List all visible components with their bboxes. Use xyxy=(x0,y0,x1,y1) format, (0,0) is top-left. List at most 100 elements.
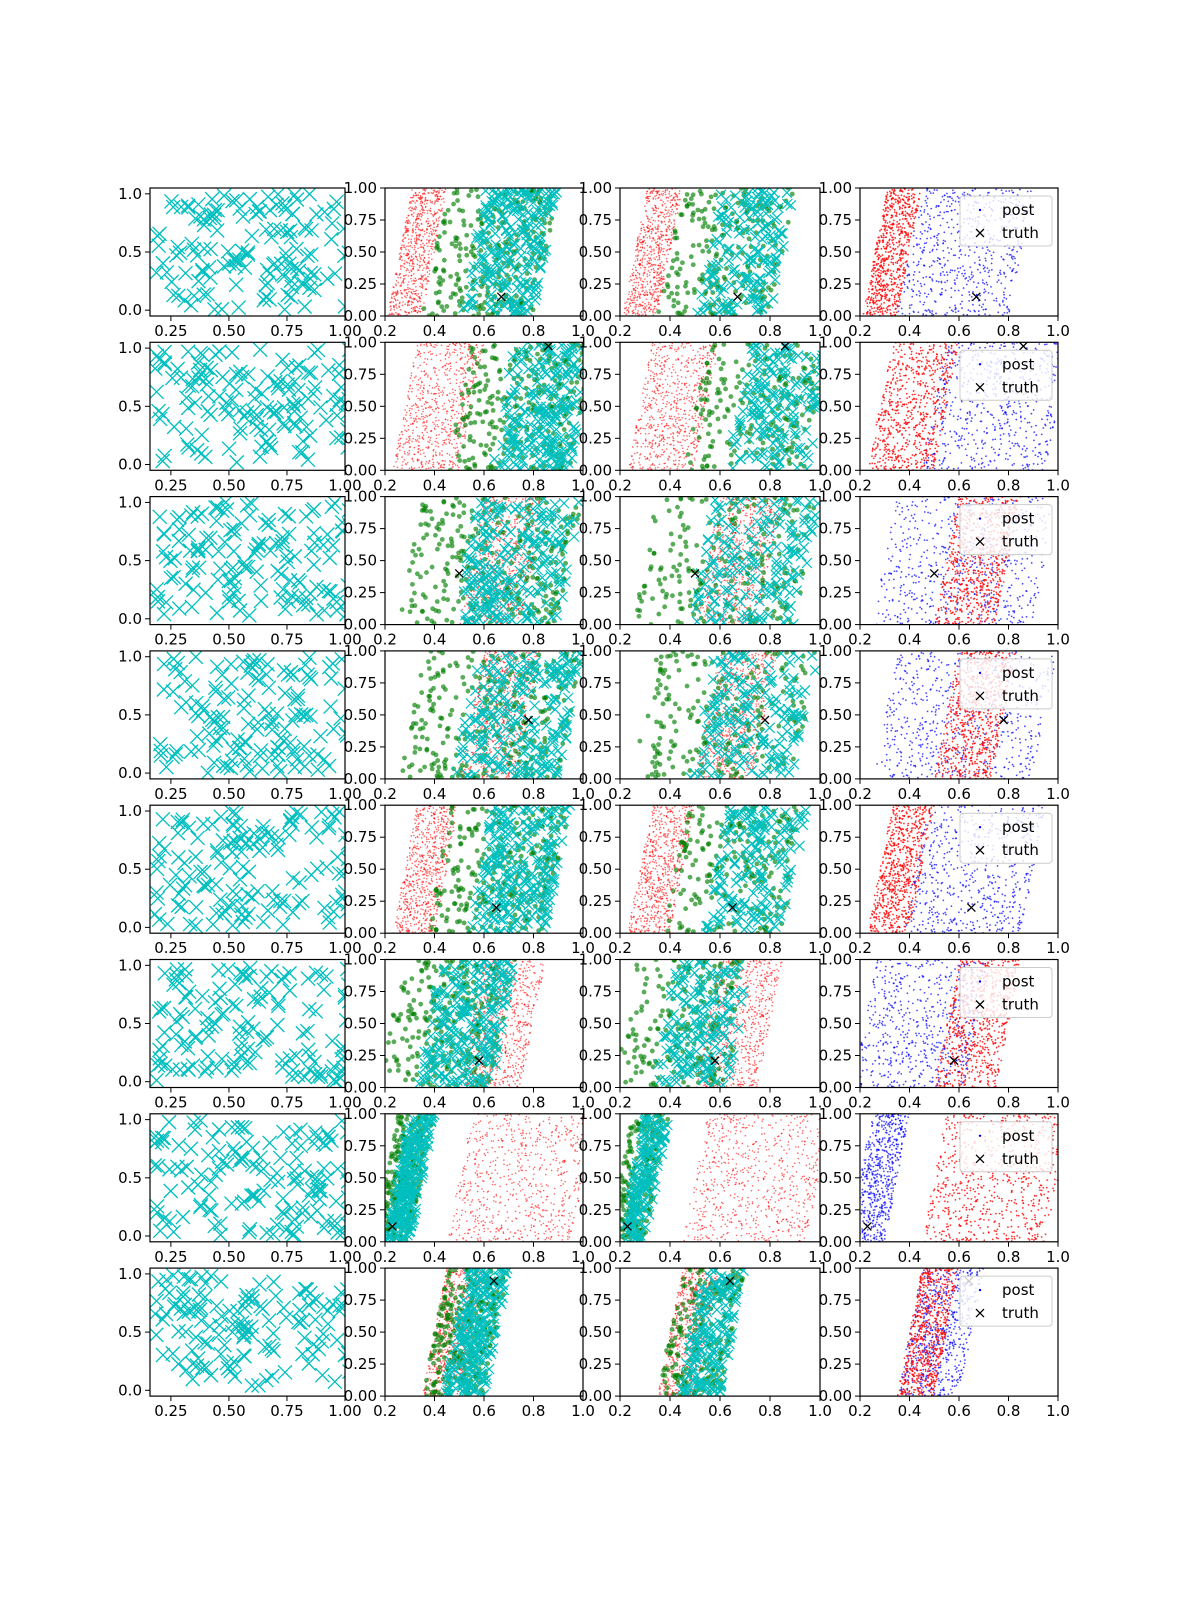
red-point xyxy=(443,463,446,466)
post-blue-point xyxy=(943,211,946,214)
cyan-marker xyxy=(462,299,474,311)
red-point xyxy=(406,217,408,219)
post-red-point xyxy=(910,217,912,220)
post-blue-point xyxy=(961,294,963,297)
red-point xyxy=(396,307,398,309)
red-point xyxy=(461,398,464,400)
x-tick-label: 0.25 xyxy=(154,476,187,494)
red-point xyxy=(411,213,413,216)
red-point xyxy=(425,242,428,245)
red-point xyxy=(412,362,415,364)
post-blue-point xyxy=(928,251,931,254)
red-point xyxy=(412,460,415,463)
red-point xyxy=(444,358,447,360)
red-point xyxy=(639,297,641,299)
red-point xyxy=(416,404,418,406)
red-point xyxy=(654,311,656,314)
prior-marker xyxy=(333,430,345,445)
red-point xyxy=(428,225,431,228)
y-tick-label: 0.25 xyxy=(819,275,852,293)
red-point xyxy=(667,221,670,223)
red-point xyxy=(433,410,435,413)
red-point xyxy=(624,302,626,304)
red-point xyxy=(430,353,432,355)
red-point xyxy=(650,293,652,296)
red-point xyxy=(411,440,413,443)
post-red-point xyxy=(907,199,909,202)
post-red-point xyxy=(887,264,890,266)
red-point xyxy=(408,220,411,223)
red-point xyxy=(633,297,635,300)
post-blue-point xyxy=(929,227,932,230)
post-blue-point xyxy=(901,312,904,315)
prior-marker xyxy=(201,388,216,404)
red-point xyxy=(413,376,416,379)
red-point xyxy=(644,205,646,208)
post-blue-point xyxy=(927,293,930,296)
red-point xyxy=(628,302,631,305)
red-point xyxy=(421,283,424,286)
cyan-marker xyxy=(707,239,719,251)
red-point xyxy=(447,345,450,348)
red-point xyxy=(419,202,422,205)
post-blue-point xyxy=(957,267,959,270)
cyan-marker xyxy=(523,218,535,230)
post-blue-point xyxy=(930,264,933,267)
post-red-point xyxy=(892,263,895,266)
post-blue-point xyxy=(933,189,936,191)
green-point xyxy=(453,422,459,428)
post-red-point xyxy=(891,287,894,290)
post-blue-point xyxy=(913,283,916,286)
red-point xyxy=(415,418,417,421)
post-blue-point xyxy=(935,204,938,207)
post-blue-point xyxy=(998,271,1001,274)
post-blue-point xyxy=(1006,253,1008,255)
red-point xyxy=(390,300,393,303)
prior-marker xyxy=(165,199,181,215)
red-point xyxy=(426,390,429,392)
post-red-point xyxy=(880,247,883,250)
post-blue-point xyxy=(982,264,985,267)
post-red-point xyxy=(915,207,918,210)
red-point xyxy=(429,210,432,212)
red-point xyxy=(653,291,655,294)
post-red-point xyxy=(870,283,872,286)
red-point xyxy=(667,227,670,229)
green-point xyxy=(675,310,681,316)
red-point xyxy=(665,230,668,232)
cyan-marker xyxy=(507,238,519,250)
green-point xyxy=(538,195,544,201)
red-point xyxy=(394,283,397,285)
post-red-point xyxy=(890,280,893,283)
red-point xyxy=(643,235,645,238)
prior-marker xyxy=(209,223,225,238)
post-blue-point xyxy=(973,251,976,254)
red-point xyxy=(660,283,663,285)
red-point xyxy=(628,280,631,283)
post-blue-point xyxy=(973,309,976,312)
post-blue-point xyxy=(950,232,953,235)
red-point xyxy=(638,305,640,308)
prior-marker xyxy=(284,261,300,277)
red-point xyxy=(445,362,448,365)
red-point xyxy=(649,250,652,253)
red-point xyxy=(435,437,438,440)
red-point xyxy=(455,410,458,413)
red-point xyxy=(671,227,673,230)
green-point xyxy=(457,241,462,247)
red-point xyxy=(438,395,441,397)
post-red-point xyxy=(901,275,904,277)
prior-marker xyxy=(331,366,345,382)
red-point xyxy=(649,265,652,267)
green-point xyxy=(453,243,459,249)
red-point xyxy=(409,384,411,386)
red-point xyxy=(443,428,446,431)
red-point xyxy=(442,466,444,469)
red-point xyxy=(461,408,464,411)
red-point xyxy=(428,220,430,222)
red-point xyxy=(652,209,655,211)
post-blue-point xyxy=(969,249,971,251)
red-point xyxy=(437,445,440,448)
red-point xyxy=(451,463,454,466)
red-point xyxy=(412,215,415,218)
